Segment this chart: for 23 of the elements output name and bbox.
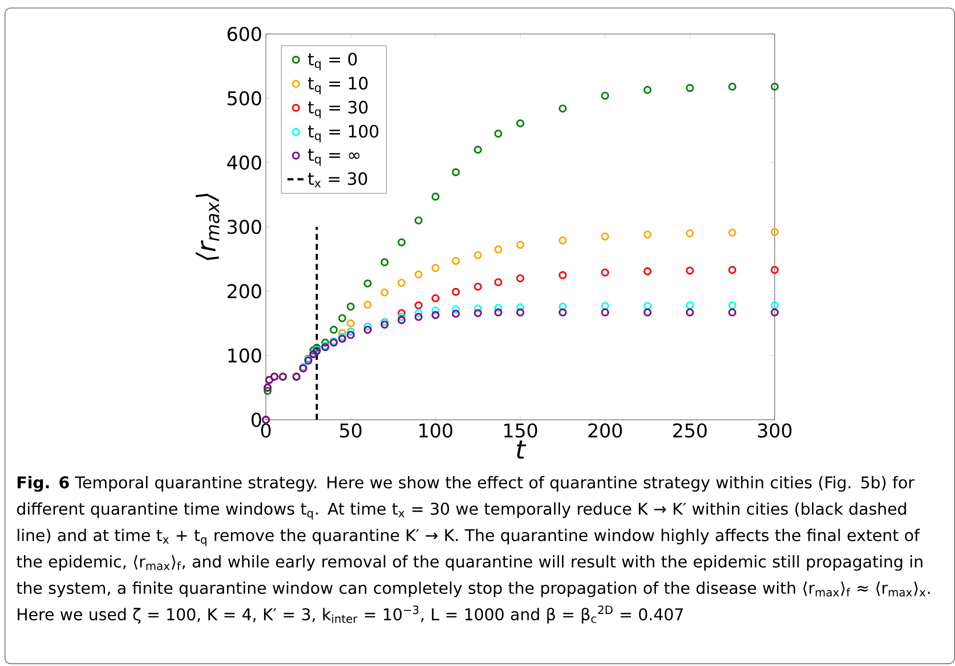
legend-label: t$_{q}$ = 0 — [308, 52, 357, 70]
legend-label: t$_{q}$ = 100 — [308, 124, 378, 143]
x-tick-label: 150 — [504, 423, 538, 438]
x-tick-label: 0 — [261, 423, 271, 438]
y-axis-title: ⟨r$_{max}$⟩ — [196, 194, 220, 260]
x-tick-label: 50 — [340, 423, 362, 438]
x-tick-label: 200 — [588, 423, 622, 438]
y-tick-label: 400 — [227, 156, 262, 170]
x-axis-title: t — [516, 440, 526, 459]
text: Fig. 6 Temporal quarantine strategy. Here we show the effect of quarantine strategy within cities (Fig. 5b) for different quarantine time windows t$_{q}$. At time t$_{x}$ = 30 we temporally reduce K → K′ within cities (black dashed line) and at time t$_{x}$ + t$_{q}$ remove the quarantine K′ → K. The quarantine window highly affects the final extent of the epidemic, ⟨r$_{max}$⟩$_{f}$, and while early removal of the quarantine will result with the epidemic still propagating in the system, a finite quarantine window can completely stop the propagation of the disease with ⟨r$_{max}$⟩$_{f}$ ≈ ⟨r$_{max}$⟩$_{x}$. Here we used ζ = 100, K = 4, K′ = 3, k$_{inter}$ = 10$^{−3}$, L = 1000 and β = β$_{c}$$^{2D}$ = 0.407 — [16, 476, 930, 624]
legend-label: t$_{q}$ = 10 — [308, 76, 368, 95]
x-tick-label: 250 — [673, 423, 707, 438]
legend-label: t$_{x}$ = 30 — [308, 172, 368, 188]
y-tick-label: 0 — [252, 412, 262, 428]
y-tick-label: 600 — [228, 26, 262, 42]
y-tick-label: 500 — [228, 91, 262, 106]
y-tick-label: 300 — [228, 220, 262, 234]
y-tick-label: 200 — [228, 284, 262, 298]
x-tick-label: 100 — [420, 423, 452, 438]
legend-label: t$_{q}$ = ∞ — [308, 149, 360, 166]
x-tick-label: 300 — [758, 423, 792, 438]
y-tick-label: 100 — [228, 348, 262, 363]
legend-label: t$_{q}$ = 30 — [308, 100, 368, 119]
